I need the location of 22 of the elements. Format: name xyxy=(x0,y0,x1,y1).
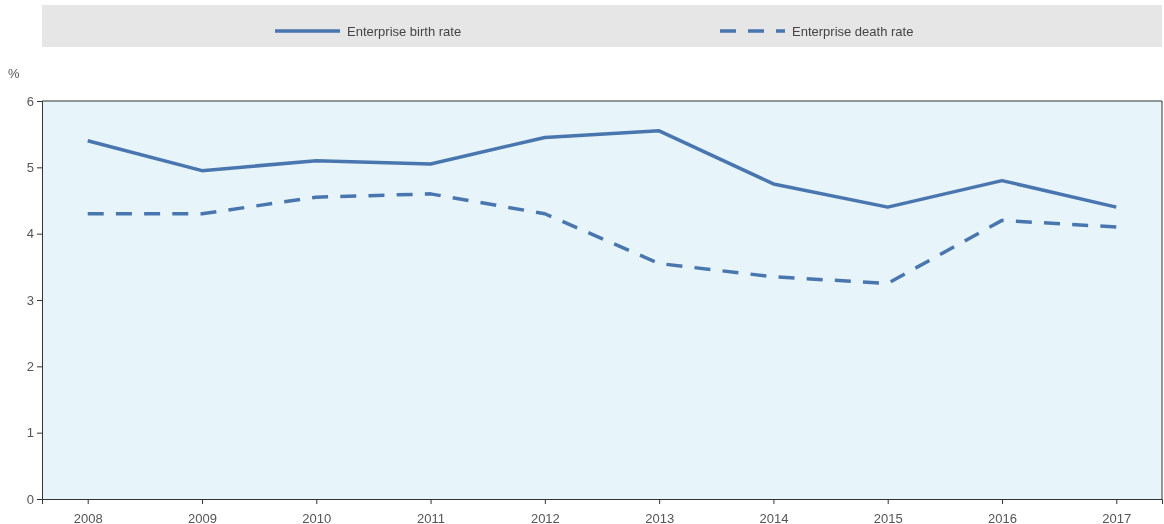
x-tick-label: 2016 xyxy=(988,510,1017,524)
line-series xyxy=(85,192,1119,286)
x-tick-label: 2010 xyxy=(302,510,332,524)
y-tick-label: 5 xyxy=(26,159,34,175)
y-tick-label: 6 xyxy=(26,93,34,109)
y-axis-title: % xyxy=(8,66,20,81)
x-tick-label: 2009 xyxy=(188,510,217,524)
x-tick-label: 2014 xyxy=(759,510,789,524)
y-tick-label: 0 xyxy=(26,491,34,507)
x-tick-label: 2013 xyxy=(645,510,675,524)
y-tick-label: 3 xyxy=(26,292,34,308)
x-tick-label: 2015 xyxy=(873,510,903,524)
x-tick-label: 2017 xyxy=(1102,510,1132,524)
y-tick-label: 2 xyxy=(26,358,34,374)
y-tick-label: 1 xyxy=(26,425,34,441)
x-tick-label: 2008 xyxy=(73,510,103,524)
x-tick-label: 2012 xyxy=(530,510,560,524)
legend-label: Enterprise birth rate xyxy=(347,24,462,39)
line-series xyxy=(85,129,1119,209)
y-tick-label: 4 xyxy=(26,226,34,242)
legend-label: Enterprise death rate xyxy=(792,24,914,39)
x-tick-label: 2011 xyxy=(417,510,446,524)
